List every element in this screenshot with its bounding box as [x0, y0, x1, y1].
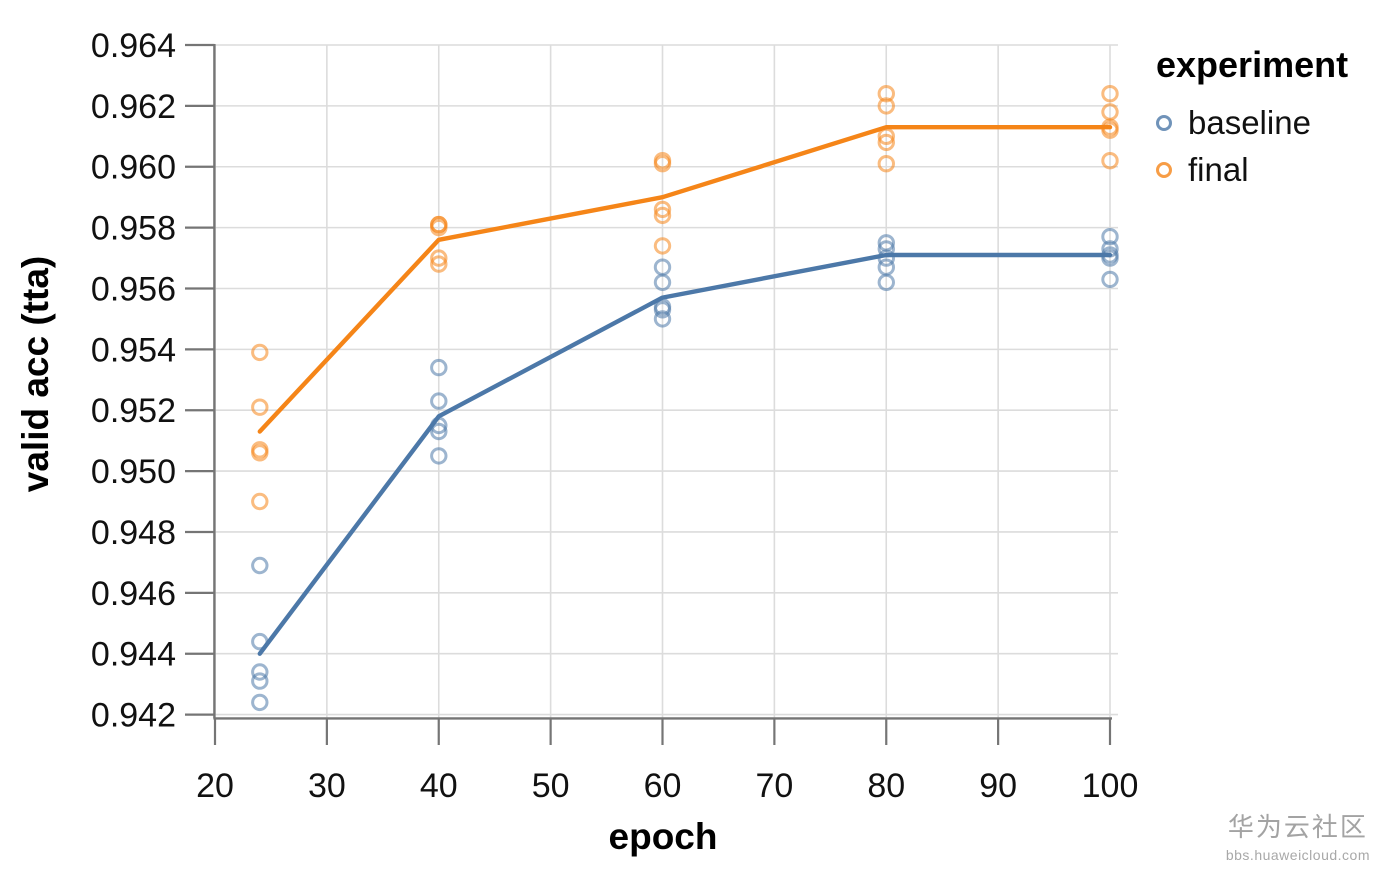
y-tick-label: 0.946 — [91, 575, 176, 613]
scatter-point-final — [653, 237, 672, 255]
scatter-point-final — [251, 398, 269, 416]
scatter-point-final — [430, 249, 448, 267]
x-tick-label: 20 — [196, 767, 234, 805]
scatter-point-baseline — [251, 663, 269, 681]
x-tick-label: 40 — [420, 767, 458, 805]
scatter-point-baseline — [251, 693, 269, 712]
scatter-point-baseline — [430, 447, 448, 465]
x-tick-label: 80 — [867, 767, 905, 805]
legend-title: experiment — [1156, 44, 1349, 85]
scatter-point-final — [430, 255, 448, 273]
scatter-point-baseline — [1101, 249, 1119, 267]
scatter-point-baseline — [653, 301, 672, 319]
scatter-point-baseline — [1101, 270, 1119, 289]
legend-label-baseline: baseline — [1188, 104, 1311, 141]
y-tick-label: 0.942 — [91, 697, 176, 735]
scatter-point-final — [251, 343, 269, 362]
y-tick-label: 0.944 — [91, 636, 176, 674]
scatter-point-baseline — [1101, 228, 1119, 246]
mean-line-baseline — [257, 252, 1113, 656]
y-tick-label: 0.948 — [91, 514, 176, 552]
mean-line-final — [257, 125, 1113, 434]
y-tick-label: 0.962 — [91, 88, 176, 126]
y-tick-label: 0.950 — [91, 453, 176, 491]
x-tick-label: 70 — [755, 767, 793, 805]
scatter-point-final — [653, 155, 672, 173]
y-tick-label: 0.960 — [91, 149, 176, 187]
scatter-point-final — [251, 444, 269, 462]
scatter-point-final — [877, 97, 895, 115]
legend-label-final: final — [1188, 151, 1249, 188]
baseline-marker-icon — [1156, 115, 1172, 131]
scatter-point-final — [877, 133, 895, 152]
x-tick-label: 30 — [308, 767, 346, 805]
y-axis-title: valid acc (tta) — [15, 255, 56, 493]
x-tick-label: 60 — [644, 767, 682, 805]
y-tick-label: 0.964 — [91, 27, 176, 65]
x-axis-title: epoch — [608, 816, 718, 857]
x-tick-label: 50 — [532, 767, 570, 805]
scatter-point-final — [653, 206, 672, 225]
legend-item-final: final — [1156, 151, 1348, 189]
scatter-point-baseline — [653, 310, 672, 328]
x-tick-label: 90 — [979, 767, 1017, 805]
scatter-point-final — [877, 155, 895, 173]
final-marker-icon — [1156, 162, 1172, 178]
scatter-point-baseline — [430, 358, 448, 377]
watermark: 华为云社区 bbs.huaweicloud.com — [1226, 807, 1370, 863]
scatter-point-final — [251, 492, 269, 511]
scatter-point-baseline — [430, 392, 448, 410]
scatter-point-final — [1101, 85, 1119, 103]
scatter-point-final — [430, 218, 448, 237]
scatter-point-final — [1101, 121, 1119, 139]
legend: experiment baseline final — [1156, 44, 1348, 189]
scatter-point-final — [1101, 152, 1119, 170]
x-tick-label: 100 — [1082, 767, 1139, 805]
scatter-point-baseline — [251, 672, 269, 690]
scatter-point-final — [877, 85, 895, 103]
y-tick-label: 0.954 — [91, 331, 176, 369]
scatter-point-baseline — [430, 422, 448, 441]
scatter-point-baseline — [251, 556, 269, 575]
scatter-point-final — [653, 200, 672, 219]
y-tick-label: 0.952 — [91, 392, 176, 430]
y-tick-label: 0.956 — [91, 270, 176, 308]
scatter-point-baseline — [653, 273, 672, 292]
watermark-url: bbs.huaweicloud.com — [1225, 847, 1370, 863]
watermark-title: 华为云社区 — [1227, 812, 1368, 842]
scatter-point-baseline — [877, 273, 895, 292]
y-tick-label: 0.958 — [91, 210, 176, 248]
legend-item-baseline: baseline — [1156, 104, 1348, 142]
